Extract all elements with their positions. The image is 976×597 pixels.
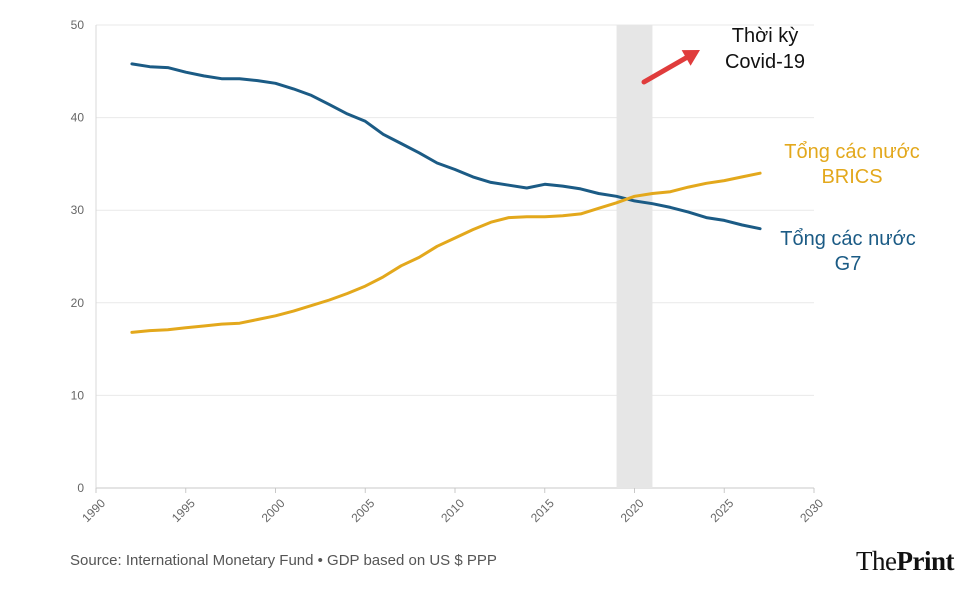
covid-arrow-head xyxy=(681,50,700,66)
series-layer xyxy=(130,62,762,334)
x-tick-label: 2010 xyxy=(438,496,467,525)
x-tick-label: 1995 xyxy=(169,496,198,525)
series-label-line: Tổng các nước xyxy=(780,228,915,250)
grid xyxy=(96,24,814,489)
theprint-logo: ThePrint xyxy=(856,546,954,577)
annotation-layer: Tổng các nước G7 Tổng các nước BRICS Thời kỳ… xyxy=(641,25,920,275)
covid-arrow-shaft xyxy=(641,52,694,85)
y-tick-label: 30 xyxy=(71,203,85,217)
x-tick-label: 2030 xyxy=(797,496,826,525)
x-tick-label: 1990 xyxy=(79,496,108,525)
x-tick-label: 2000 xyxy=(259,496,288,525)
series-line-brics xyxy=(130,171,762,334)
series-label-line: BRICS xyxy=(821,166,882,188)
series-label-brics: Tổng các nước BRICS xyxy=(784,141,919,188)
series-label-line: G7 xyxy=(835,253,862,275)
y-tick-label: 20 xyxy=(71,296,85,310)
covid-band-layer xyxy=(616,25,653,488)
covid-label-line: Thời kỳ xyxy=(732,25,798,47)
y-tick-label: 40 xyxy=(71,111,85,125)
y-tick-label: 0 xyxy=(77,481,84,495)
y-tick-label: 50 xyxy=(71,18,85,32)
logo-print: Print xyxy=(896,546,955,576)
series-line-g7 xyxy=(130,62,762,231)
x-tick-label: 2020 xyxy=(618,496,647,525)
series-label-g7: Tổng các nước G7 xyxy=(780,228,915,275)
series-label-line: Tổng các nước xyxy=(784,141,919,163)
x-tick-label: 2025 xyxy=(708,496,737,525)
logo-the: The xyxy=(856,546,897,576)
y-tick-label: 10 xyxy=(71,388,85,402)
covid-label-line: Covid-19 xyxy=(725,51,805,73)
x-tick-label: 2005 xyxy=(349,496,378,525)
covid-label: Thời kỳ Covid-19 xyxy=(725,25,805,73)
covid-period-band xyxy=(616,25,653,488)
source-note: Source: International Monetary Fund • GD… xyxy=(70,552,497,569)
x-tick-label: 2015 xyxy=(528,496,557,525)
